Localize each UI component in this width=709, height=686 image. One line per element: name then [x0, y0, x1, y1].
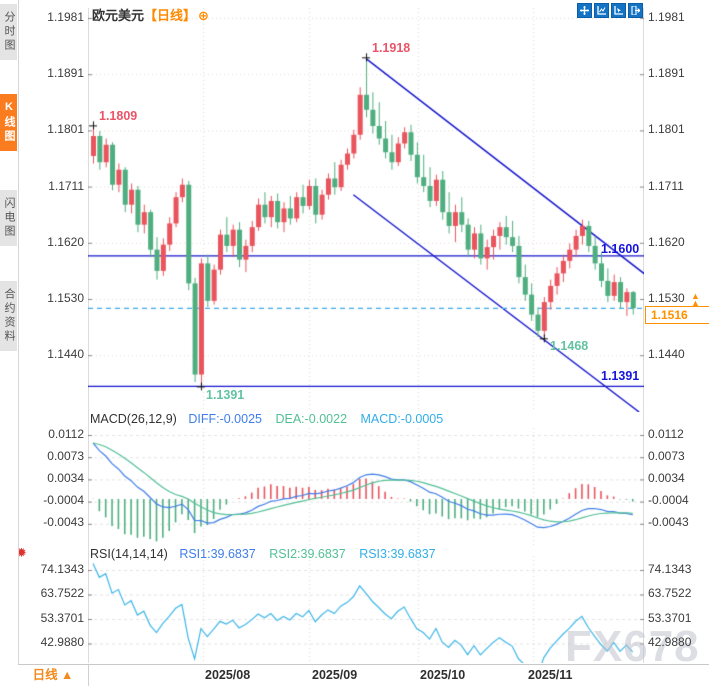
- rsi-tick-label: 63.7522: [40, 586, 84, 600]
- macd-panel-canvas[interactable]: [88, 428, 644, 547]
- date-tick-label: 2025/11: [528, 668, 573, 682]
- annotation-swing-low: 1.1391: [206, 388, 245, 402]
- rsi-tick-label: 53.3701: [40, 611, 84, 625]
- macd-dea-value: DEA:-0.0022: [275, 412, 348, 426]
- rsi-panel-canvas[interactable]: [88, 556, 644, 663]
- macd-header: MACD(26,12,9) DIFF:-0.0025 DEA:-0.0022 M…: [90, 412, 443, 426]
- price-tick-label: 1.1981: [47, 10, 84, 24]
- price-tick-label: 1.1891: [47, 66, 84, 80]
- rsi-tick-label: 42.9880: [648, 635, 692, 649]
- price-tick-label: 1.1981: [648, 10, 685, 24]
- rsi2-value: RSI2:39.6837: [269, 547, 346, 561]
- axis-pointer-icon[interactable]: [611, 3, 626, 18]
- macd-tick-label: 0.0034: [648, 471, 685, 485]
- axis-scale-icon[interactable]: [594, 3, 609, 18]
- price-tick-label: 1.1620: [47, 235, 84, 249]
- sidebar-tab[interactable]: 分时图: [0, 4, 17, 60]
- chart-title: 欧元美元【日线】 ⊕: [92, 5, 209, 24]
- price-tick-label: 1.1530: [47, 291, 84, 305]
- up-arrow-icon: ▲: [691, 298, 700, 308]
- support-level-label: 1.1391: [601, 369, 640, 383]
- macd-tick-label: 0.0034: [47, 471, 84, 485]
- macd-tick-label: -0.0004: [648, 493, 689, 507]
- rsi-axis-left: 74.1343 63.7522 53.3701 42.9880: [24, 0, 84, 660]
- price-tick-label: 1.1801: [648, 122, 685, 136]
- rsi1-value: RSI1:39.6837: [179, 547, 256, 561]
- macd-diff-value: DIFF:-0.0025: [188, 412, 262, 426]
- date-tick-label: 2025/10: [420, 668, 466, 682]
- macd-tick-label: 0.0112: [48, 427, 84, 441]
- resistance-level-label: 1.1600: [601, 242, 640, 256]
- rsi-tick-label: 63.7522: [648, 586, 692, 600]
- rsi-tick-label: 53.3701: [648, 611, 692, 625]
- rsi-axis-right: 74.1343 63.7522 53.3701 42.9880: [648, 0, 708, 660]
- sidebar: 分时图 K线图闪电图合约资料: [0, 0, 19, 686]
- chart-toolbar: [577, 3, 643, 18]
- rsi-tick-label: 42.9880: [40, 635, 84, 649]
- macd-tick-label: 0.0073: [648, 449, 685, 463]
- sidebar-tab[interactable]: K线图: [0, 94, 17, 151]
- bottom-time-bar: 日线 ▲ 2025/08 2025/09 2025/10 2025/11: [18, 664, 709, 686]
- sidebar-tab[interactable]: 合约资料: [0, 281, 17, 351]
- date-tick-label: 2025/08: [205, 668, 251, 682]
- pan-crosshair-icon[interactable]: [577, 3, 592, 18]
- annotation-swing-high: 1.1918: [372, 41, 411, 55]
- date-tick-label: 2025/09: [312, 668, 358, 682]
- up-arrow-icon: ▲: [691, 291, 700, 301]
- period-selector[interactable]: 日线 ▲: [18, 665, 89, 686]
- price-tick-label: 1.1620: [648, 235, 685, 249]
- price-tick-label: 1.1711: [48, 179, 84, 193]
- price-axis-left: 1.1981 1.1891 1.1801 1.1711 1.1620 1.1530 1.14…: [30, 0, 84, 410]
- annotation-first-high: 1.1809: [99, 109, 138, 123]
- price-tick-label: 1.1891: [648, 66, 685, 80]
- fx678-watermark: FX678: [565, 622, 700, 671]
- price-tick-label: 1.1530: [648, 291, 685, 305]
- last-price-box: 1.1516: [645, 306, 709, 324]
- rsi3-value: RSI3:39.6837: [359, 547, 436, 561]
- price-tick-label: 1.1440: [648, 347, 685, 361]
- candlestick-chart-canvas[interactable]: [88, 8, 644, 412]
- exit-fullscreen-icon[interactable]: [628, 3, 643, 18]
- rsi-header: RSI(14,14,14) RSI1:39.6837 RSI2:39.6837 …: [90, 547, 436, 561]
- macd-title: MACD(26,12,9): [90, 412, 177, 426]
- macd-tick-label: 0.0112: [648, 427, 684, 441]
- symbol-title: 欧元美元: [92, 8, 145, 23]
- price-tick-label: 1.1801: [47, 122, 84, 136]
- macd-axis-right: 0.0112 0.0073 0.0034 -0.0004 -0.0043: [648, 0, 708, 546]
- macd-tick-label: -0.0043: [648, 515, 689, 529]
- price-axis-right: 1.1981 1.1891 1.1801 1.1711 1.1620 1.1530 1.14…: [648, 0, 706, 410]
- rsi-tick-label: 74.1343: [648, 562, 692, 576]
- add-indicator-icon[interactable]: ⊕: [198, 8, 209, 23]
- price-tick-label: 1.1440: [47, 347, 84, 361]
- rsi-tick-label: 74.1343: [40, 562, 84, 576]
- rsi-title: RSI(14,14,14): [90, 547, 168, 561]
- sidebar-tab[interactable]: 闪电图: [0, 190, 17, 246]
- rsi-settings-icon[interactable]: ✹: [16, 545, 27, 560]
- period-tag: 【日线】: [144, 8, 197, 23]
- macd-tick-label: 0.0073: [47, 449, 84, 463]
- macd-tick-label: -0.0004: [43, 493, 84, 507]
- price-up-arrows-icon: ▲ ▲: [691, 291, 700, 308]
- macd-axis-left: 0.0112 0.0073 0.0034 -0.0004 -0.0043: [24, 0, 84, 546]
- macd-macd-value: MACD:-0.0005: [360, 412, 444, 426]
- price-tick-label: 1.1711: [648, 179, 684, 193]
- annotation-recent-low: 1.1468: [550, 339, 589, 353]
- macd-tick-label: -0.0043: [43, 515, 84, 529]
